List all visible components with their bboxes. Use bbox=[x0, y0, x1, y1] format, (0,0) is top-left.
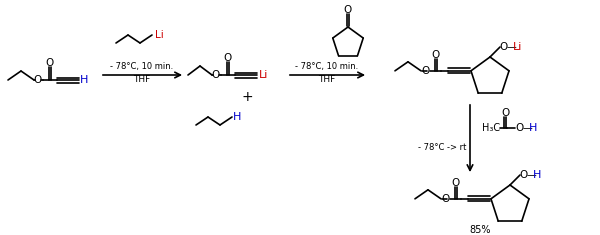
Text: - 78°C, 10 min.: - 78°C, 10 min. bbox=[110, 63, 173, 71]
Text: O: O bbox=[212, 70, 220, 80]
Text: —: — bbox=[506, 42, 516, 52]
Text: THF: THF bbox=[319, 75, 335, 85]
Text: O: O bbox=[515, 123, 523, 133]
Text: O: O bbox=[520, 170, 528, 180]
Text: O: O bbox=[344, 5, 352, 15]
Text: H: H bbox=[533, 170, 541, 180]
Text: 85%: 85% bbox=[469, 225, 491, 235]
Text: O: O bbox=[452, 178, 460, 188]
Text: THF: THF bbox=[133, 75, 151, 85]
Text: Li: Li bbox=[155, 30, 163, 40]
Text: H: H bbox=[529, 123, 537, 133]
Text: Li: Li bbox=[514, 42, 523, 52]
Text: H: H bbox=[233, 112, 241, 122]
Text: - 78°C -> rt: - 78°C -> rt bbox=[418, 144, 466, 153]
Text: O: O bbox=[422, 66, 430, 76]
Text: —: — bbox=[526, 170, 536, 180]
Text: —: — bbox=[522, 123, 532, 133]
Text: +: + bbox=[241, 90, 253, 104]
Text: O: O bbox=[46, 58, 54, 68]
Text: Li: Li bbox=[259, 70, 269, 80]
Text: H: H bbox=[80, 75, 88, 85]
Text: O: O bbox=[34, 75, 42, 85]
Text: O: O bbox=[442, 194, 450, 204]
Text: O: O bbox=[432, 50, 440, 60]
Text: O: O bbox=[501, 108, 509, 118]
Text: - 78°C, 10 min.: - 78°C, 10 min. bbox=[295, 63, 359, 71]
Text: O: O bbox=[224, 53, 232, 63]
Text: O: O bbox=[500, 42, 508, 52]
Text: H₃C: H₃C bbox=[482, 123, 500, 133]
